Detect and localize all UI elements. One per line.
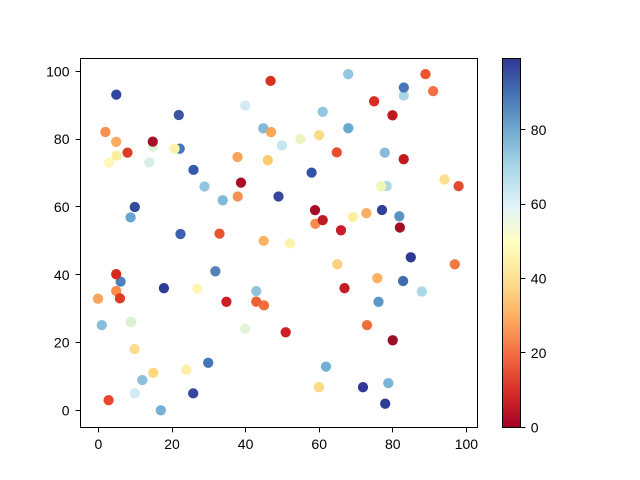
svg-text:20: 20 [164, 436, 180, 452]
svg-text:100: 100 [455, 436, 479, 452]
svg-text:0: 0 [62, 403, 70, 419]
svg-text:0: 0 [531, 419, 539, 435]
svg-text:0: 0 [95, 436, 103, 452]
svg-text:80: 80 [385, 436, 401, 452]
svg-text:60: 60 [311, 436, 327, 452]
svg-text:60: 60 [54, 199, 70, 215]
svg-text:40: 40 [54, 267, 70, 283]
svg-text:80: 80 [54, 131, 70, 147]
svg-text:80: 80 [531, 122, 547, 138]
svg-text:60: 60 [531, 196, 547, 212]
svg-text:20: 20 [531, 345, 547, 361]
svg-text:100: 100 [46, 63, 70, 79]
svg-text:40: 40 [238, 436, 254, 452]
svg-text:40: 40 [531, 271, 547, 287]
svg-text:20: 20 [54, 335, 70, 351]
